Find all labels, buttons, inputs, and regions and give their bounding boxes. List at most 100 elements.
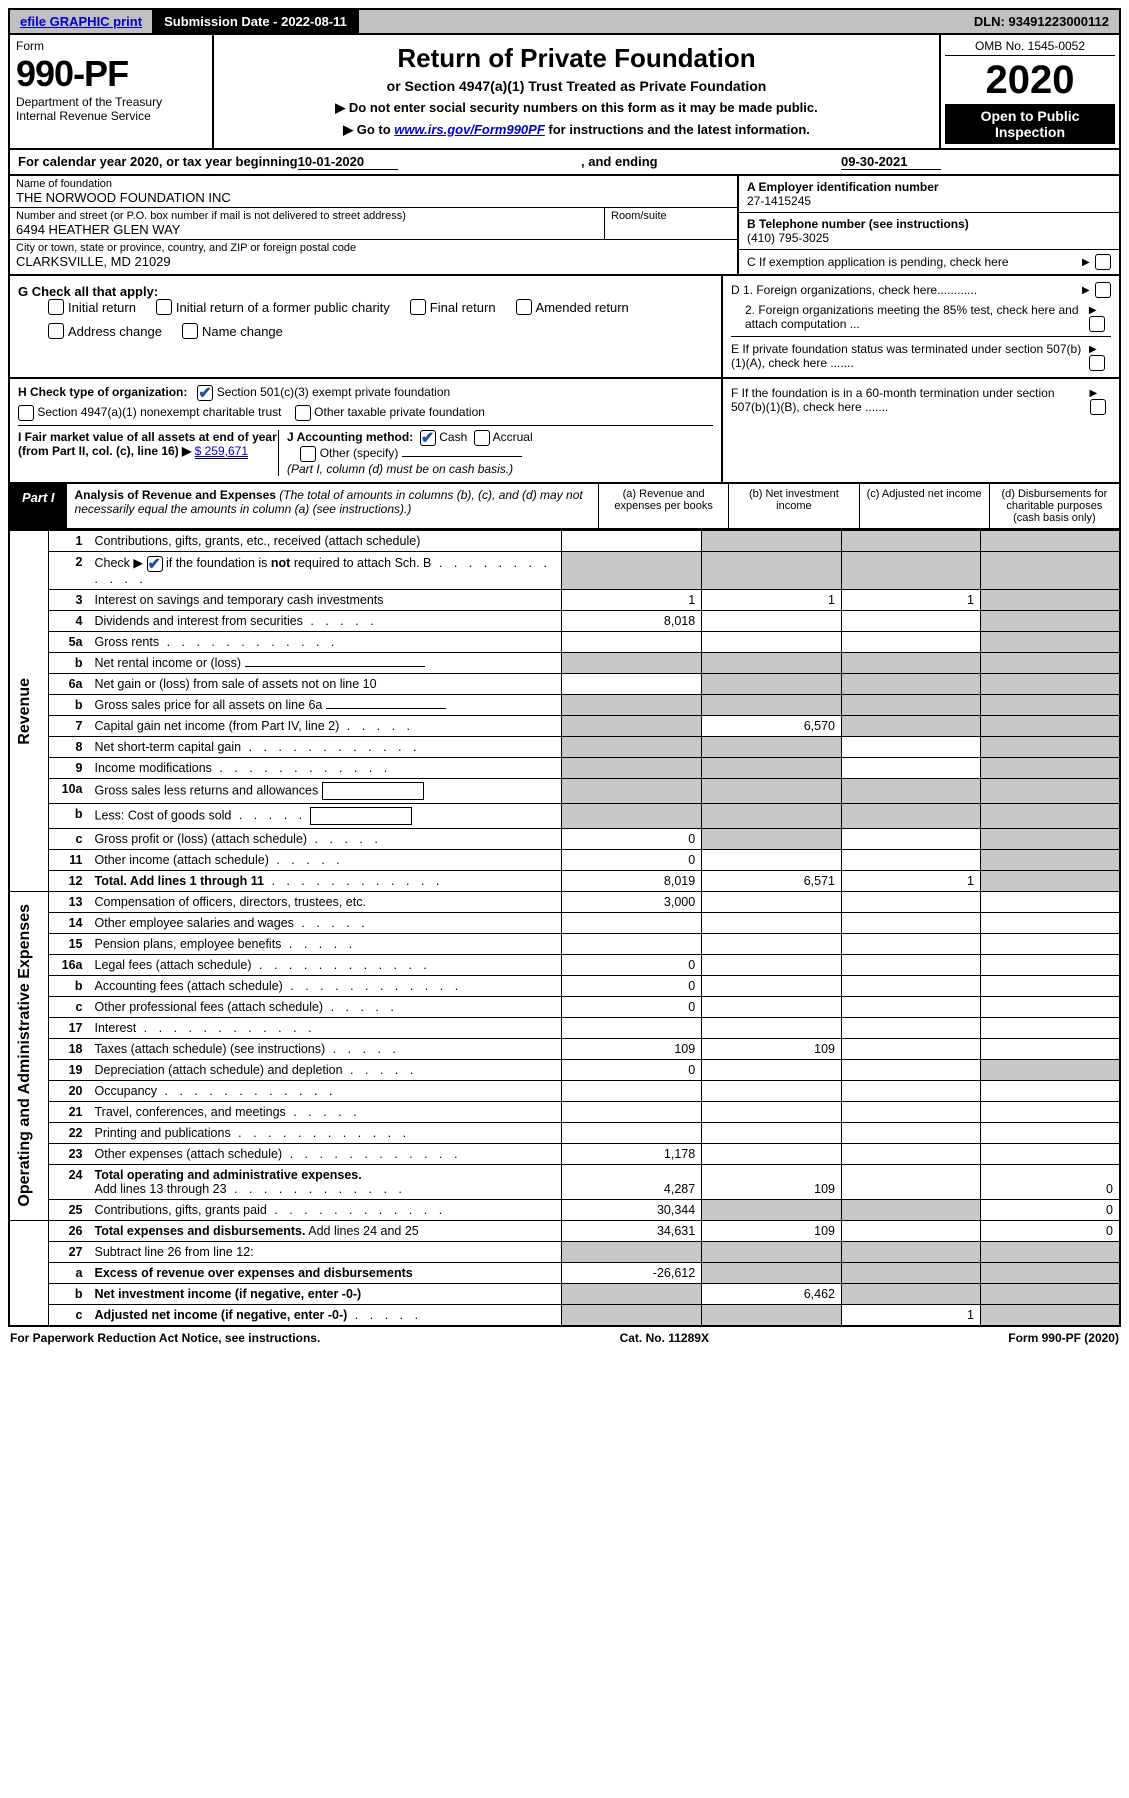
row-desc: Legal fees (attach schedule): [89, 954, 562, 975]
table-row: 6a Net gain or (loss) from sale of asset…: [9, 673, 1120, 694]
row-val-a: 0: [562, 1059, 702, 1080]
row-desc: Other expenses (attach schedule): [89, 1143, 562, 1164]
row-num: b: [48, 803, 88, 828]
page-footer: For Paperwork Reduction Act Notice, see …: [8, 1327, 1121, 1349]
cal-middle: , and ending: [398, 154, 841, 170]
i-fmv-value[interactable]: $ 259,671: [195, 444, 248, 459]
d1-checkbox[interactable]: [1095, 282, 1111, 298]
j-other-checkbox[interactable]: [300, 446, 316, 462]
c-exemption-label: C If exemption application is pending, c…: [747, 255, 1009, 269]
row-num: 13: [48, 891, 88, 912]
g-address-change-checkbox[interactable]: [48, 323, 64, 339]
section-g-d-e: G Check all that apply: Initial return I…: [8, 276, 1121, 379]
g-name-change-checkbox[interactable]: [182, 323, 198, 339]
row-val-a: -26,612: [562, 1262, 702, 1283]
g-final-return-checkbox[interactable]: [410, 299, 426, 315]
section-h-i-j-f: H Check type of organization: Section 50…: [8, 379, 1121, 484]
g-initial-former-checkbox[interactable]: [156, 299, 172, 315]
row-desc: Total expenses and disbursements. Add li…: [89, 1220, 562, 1241]
table-row: b Less: Cost of goods sold: [9, 803, 1120, 828]
efile-label: efile GRAPHIC print: [10, 10, 154, 33]
city-state-zip: CLARKSVILLE, MD 21029: [16, 254, 731, 269]
row-desc: Depreciation (attach schedule) and deple…: [89, 1059, 562, 1080]
row-desc: Accounting fees (attach schedule): [89, 975, 562, 996]
row-desc: Net short-term capital gain: [89, 736, 562, 757]
efile-link[interactable]: efile GRAPHIC print: [20, 14, 142, 29]
j-accrual: Accrual: [493, 430, 533, 444]
row-num: 21: [48, 1101, 88, 1122]
h-opt3: Other taxable private foundation: [314, 405, 485, 419]
table-row: c Gross profit or (loss) (attach schedul…: [9, 828, 1120, 849]
sch-b-checkbox[interactable]: [147, 556, 163, 572]
j-accrual-checkbox[interactable]: [474, 430, 490, 446]
row-num: 22: [48, 1122, 88, 1143]
row-desc: Gross sales price for all assets on line…: [89, 694, 562, 715]
table-row: 8 Net short-term capital gain: [9, 736, 1120, 757]
row-desc: Compensation of officers, directors, tru…: [89, 891, 562, 912]
g-amended-return-checkbox[interactable]: [516, 299, 532, 315]
table-row: 15 Pension plans, employee benefits: [9, 933, 1120, 954]
row-num: 6a: [48, 673, 88, 694]
g-opt-2: Final return: [430, 300, 496, 315]
h-other-taxable-checkbox[interactable]: [295, 405, 311, 421]
d2-label: 2. Foreign organizations meeting the 85%…: [731, 303, 1089, 331]
analysis-table: Revenue 1 Contributions, gifts, grants, …: [8, 530, 1121, 1327]
section-hij-left: H Check type of organization: Section 50…: [10, 379, 721, 482]
j-note: (Part I, column (d) must be on cash basi…: [287, 462, 513, 476]
h-4947-checkbox[interactable]: [18, 405, 34, 421]
g-opt-1: Initial return of a former public charit…: [176, 300, 390, 315]
form-title: Return of Private Foundation: [222, 43, 931, 74]
row-val-d: 0: [980, 1220, 1120, 1241]
f-checkbox[interactable]: [1090, 399, 1106, 415]
col-c-header: (c) Adjusted net income: [859, 484, 989, 528]
row-num: 19: [48, 1059, 88, 1080]
table-row: 2 Check ▶ if the foundation is not requi…: [9, 552, 1120, 590]
revenue-side-label: Revenue: [9, 531, 48, 892]
row-num: b: [48, 694, 88, 715]
row-num: 26: [48, 1220, 88, 1241]
table-row: 12 Total. Add lines 1 through 11 8,019 6…: [9, 870, 1120, 891]
h-opt1: Section 501(c)(3) exempt private foundat…: [217, 385, 450, 399]
instr-ssn: ▶ Do not enter social security numbers o…: [222, 100, 931, 116]
instr-goto-suffix: for instructions and the latest informat…: [548, 122, 809, 137]
row-val-a: 0: [562, 996, 702, 1017]
e-checkbox[interactable]: [1089, 355, 1105, 371]
table-row: 24 Total operating and administrative ex…: [9, 1164, 1120, 1199]
instructions-link[interactable]: www.irs.gov/Form990PF: [394, 122, 545, 137]
c-exemption-checkbox[interactable]: [1095, 254, 1111, 270]
tax-year: 2020: [945, 60, 1115, 100]
header-right: OMB No. 1545-0052 2020 Open to Public In…: [939, 35, 1119, 148]
part1-title: Analysis of Revenue and Expenses: [75, 488, 276, 502]
table-row: 5a Gross rents: [9, 631, 1120, 652]
row-desc: Capital gain net income (from Part IV, l…: [89, 715, 562, 736]
f-label: F If the foundation is in a 60-month ter…: [731, 386, 1090, 414]
row-desc: Interest: [89, 1017, 562, 1038]
table-row: 21 Travel, conferences, and meetings: [9, 1101, 1120, 1122]
j-cash-checkbox[interactable]: [420, 430, 436, 446]
row-num: b: [48, 652, 88, 673]
row-num: 17: [48, 1017, 88, 1038]
h-501c3-checkbox[interactable]: [197, 385, 213, 401]
form-header: Form 990-PF Department of the Treasury I…: [8, 35, 1121, 150]
table-row: c Adjusted net income (if negative, ente…: [9, 1304, 1120, 1326]
row-val-b: 1: [702, 589, 842, 610]
j-cash: Cash: [439, 430, 467, 444]
part1-tag: Part I: [10, 484, 67, 528]
d2-checkbox[interactable]: [1089, 316, 1105, 332]
row-num: 7: [48, 715, 88, 736]
tax-begin: 10-01-2020: [298, 154, 398, 170]
table-row: Operating and Administrative Expenses 13…: [9, 891, 1120, 912]
g-opt-0: Initial return: [68, 300, 136, 315]
row-val-a: 109: [562, 1038, 702, 1059]
table-row: 14 Other employee salaries and wages: [9, 912, 1120, 933]
row-val-a: [562, 531, 702, 552]
row-num: 14: [48, 912, 88, 933]
g-opt-4: Address change: [68, 324, 162, 339]
form-label: Form: [16, 39, 206, 53]
row-val-a: 0: [562, 849, 702, 870]
row-desc: Subtract line 26 from line 12:: [89, 1241, 562, 1262]
table-row: 19 Depreciation (attach schedule) and de…: [9, 1059, 1120, 1080]
row-num: c: [48, 996, 88, 1017]
d1-label: D 1. Foreign organizations, check here..…: [731, 283, 977, 297]
g-initial-return-checkbox[interactable]: [48, 299, 64, 315]
